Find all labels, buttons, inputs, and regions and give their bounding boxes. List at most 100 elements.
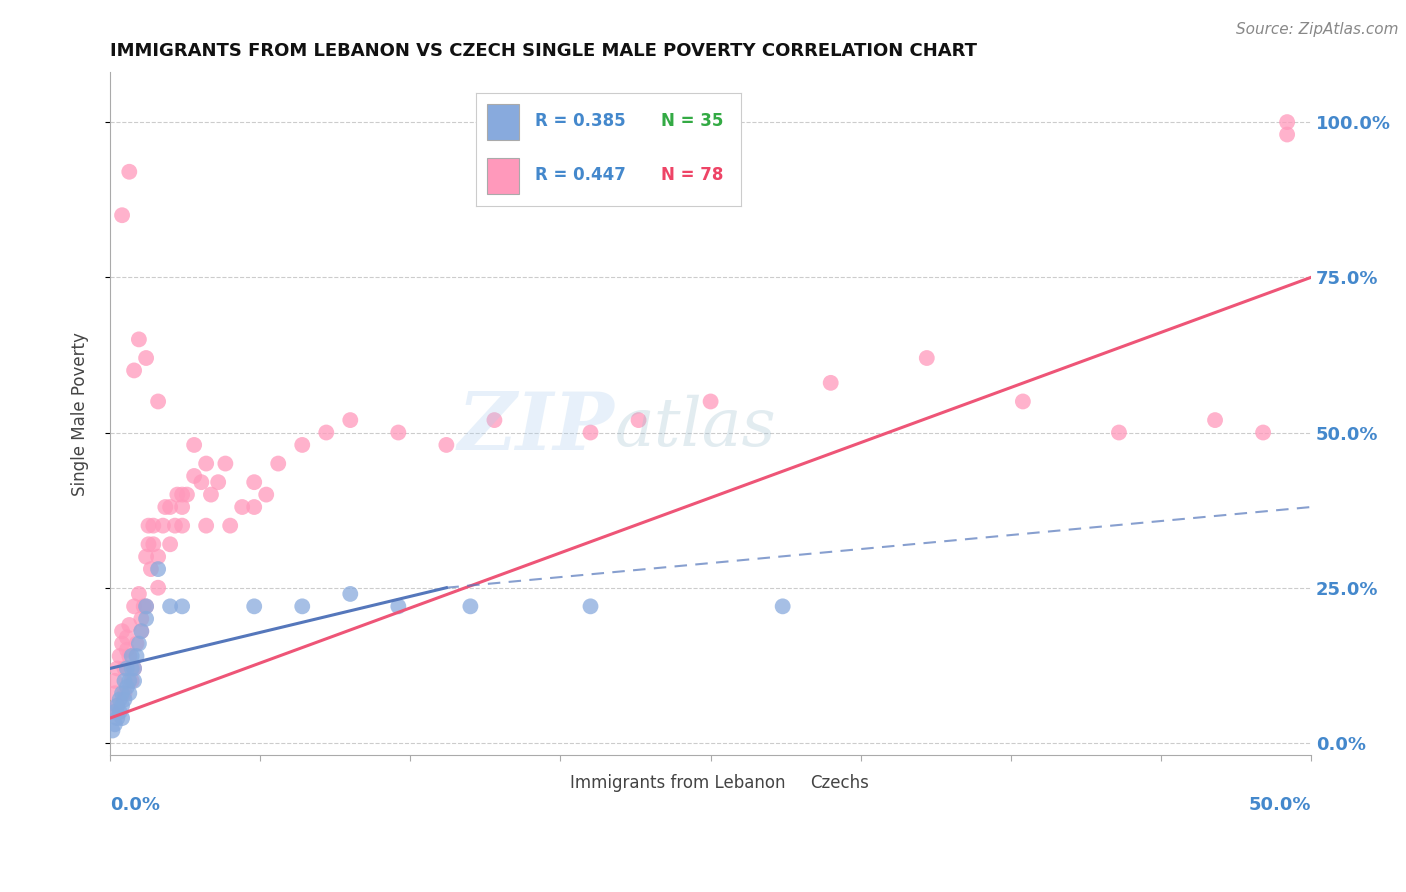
Point <box>101 723 124 738</box>
Text: ZIP: ZIP <box>457 389 614 467</box>
Point <box>1012 394 1035 409</box>
Point <box>146 394 169 409</box>
Point <box>579 599 602 614</box>
Point <box>105 698 128 713</box>
Point <box>339 413 361 427</box>
Point <box>122 363 145 377</box>
Point <box>200 487 222 501</box>
Point <box>219 518 242 533</box>
Point <box>772 599 794 614</box>
Point <box>118 618 141 632</box>
Point <box>105 698 128 713</box>
Point <box>135 599 157 614</box>
Point <box>104 717 127 731</box>
Point <box>190 475 212 490</box>
Point <box>291 438 314 452</box>
Point <box>484 413 506 427</box>
Point <box>387 425 409 440</box>
Point <box>231 500 253 514</box>
Text: Czechs: Czechs <box>810 773 869 792</box>
Point <box>111 208 134 222</box>
Point <box>122 661 145 675</box>
Point <box>135 599 157 614</box>
Point <box>122 599 145 614</box>
Point <box>108 705 131 719</box>
Point <box>129 624 152 639</box>
Point <box>434 438 457 452</box>
Point <box>121 661 143 675</box>
Point <box>118 648 141 663</box>
Point <box>101 705 124 719</box>
Point <box>132 599 155 614</box>
Point <box>267 457 290 471</box>
Point <box>111 711 134 725</box>
Point <box>195 518 218 533</box>
Point <box>243 599 266 614</box>
Point <box>146 581 169 595</box>
Point <box>118 686 141 700</box>
Y-axis label: Single Male Poverty: Single Male Poverty <box>72 332 89 496</box>
Point <box>115 661 138 675</box>
Text: 50.0%: 50.0% <box>1249 797 1312 814</box>
Point <box>114 686 136 700</box>
Point <box>105 661 128 675</box>
Point <box>243 500 266 514</box>
Point <box>254 487 277 501</box>
Point <box>243 475 266 490</box>
Point <box>142 518 165 533</box>
Point <box>115 642 138 657</box>
Point <box>118 165 141 179</box>
Point <box>183 469 205 483</box>
Point <box>1275 115 1298 129</box>
Point <box>125 637 148 651</box>
Point <box>291 599 314 614</box>
Point <box>915 351 938 365</box>
Point <box>315 425 337 440</box>
Text: atlas: atlas <box>614 395 776 460</box>
Point <box>108 648 131 663</box>
Point <box>111 637 134 651</box>
Point <box>104 705 127 719</box>
Text: Source: ZipAtlas.com: Source: ZipAtlas.com <box>1236 22 1399 37</box>
Point <box>183 438 205 452</box>
Point <box>128 637 150 651</box>
Point <box>121 673 143 688</box>
Point <box>138 537 160 551</box>
Text: IMMIGRANTS FROM LEBANON VS CZECH SINGLE MALE POVERTY CORRELATION CHART: IMMIGRANTS FROM LEBANON VS CZECH SINGLE … <box>110 42 977 60</box>
Point <box>214 457 236 471</box>
Point <box>195 457 218 471</box>
Point <box>122 673 145 688</box>
Point <box>105 711 128 725</box>
Point <box>128 332 150 346</box>
Point <box>139 562 162 576</box>
Point <box>104 673 127 688</box>
Point <box>699 394 721 409</box>
Point <box>114 692 136 706</box>
Point <box>128 587 150 601</box>
Point <box>111 624 134 639</box>
Point <box>155 500 177 514</box>
Point <box>129 624 152 639</box>
Point <box>135 612 157 626</box>
Point <box>172 500 194 514</box>
Point <box>460 599 482 614</box>
Point <box>172 518 194 533</box>
Point <box>142 537 165 551</box>
Point <box>339 587 361 601</box>
Point <box>146 549 169 564</box>
Point <box>1251 425 1274 440</box>
Point <box>111 686 134 700</box>
Point <box>1275 128 1298 142</box>
Point <box>135 351 157 365</box>
Point <box>172 487 194 501</box>
Point <box>135 549 157 564</box>
Point <box>129 612 152 626</box>
Point <box>627 413 650 427</box>
Point <box>121 648 143 663</box>
Point <box>125 648 148 663</box>
Point <box>111 698 134 713</box>
Point <box>1108 425 1130 440</box>
Point <box>108 692 131 706</box>
Point <box>118 673 141 688</box>
Point <box>820 376 842 390</box>
